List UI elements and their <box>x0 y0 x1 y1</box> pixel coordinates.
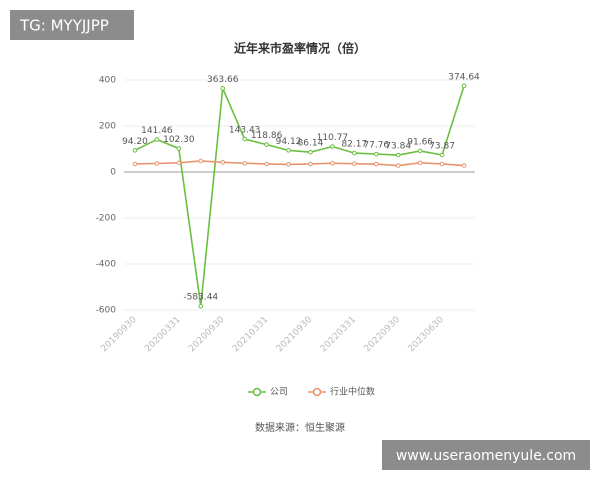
point <box>242 136 247 142</box>
point <box>264 161 269 167</box>
data-label: 374.64 <box>448 72 480 82</box>
data-label: 77.76 <box>363 141 389 151</box>
point <box>132 148 138 153</box>
point <box>417 148 423 154</box>
point <box>461 83 467 89</box>
data-label: 94.12 <box>276 137 302 147</box>
point <box>373 161 379 167</box>
y-tick-label: 400 <box>99 76 116 86</box>
watermark-box <box>382 440 590 470</box>
point <box>286 148 291 153</box>
point <box>308 161 313 167</box>
y-tick-label: 0 <box>110 168 116 178</box>
point <box>286 162 291 167</box>
y-tick-label: -200 <box>96 214 117 224</box>
watermark-box <box>10 10 134 40</box>
point <box>176 146 182 151</box>
x-tick-label: 20230630 <box>407 315 447 355</box>
data-label: 110.77 <box>317 133 349 143</box>
point <box>176 160 182 166</box>
data-label: 102.30 <box>163 135 195 145</box>
point <box>330 144 335 149</box>
x-tick-label: 20200331 <box>143 315 182 354</box>
point <box>154 161 160 166</box>
point <box>220 86 226 91</box>
x-tick-label: 20220331 <box>319 315 358 354</box>
y-tick-label: -400 <box>96 260 117 270</box>
x-tick-label: 20210331 <box>231 315 270 354</box>
point <box>198 303 204 309</box>
point <box>417 160 423 166</box>
x-tick-label: 20220930 <box>363 315 403 355</box>
point <box>242 160 247 166</box>
point <box>373 151 379 157</box>
y-tick-label: 200 <box>99 122 116 132</box>
legend-label: 公司 <box>270 387 288 398</box>
legend-marker <box>312 387 322 397</box>
data-label: 143.43 <box>229 126 261 136</box>
data-label: -583.44 <box>183 293 218 303</box>
legend-marker <box>252 387 262 397</box>
point <box>352 150 357 156</box>
point <box>330 160 335 166</box>
data-label: 363.66 <box>207 75 239 85</box>
watermark: TG: MYYJJPP <box>19 17 109 35</box>
watermark: www.useraomenyule.com <box>396 448 576 464</box>
data-label: 82.17 <box>341 140 367 150</box>
series-line <box>134 85 465 307</box>
x-tick-label: 20210930 <box>275 315 315 355</box>
point <box>352 161 357 167</box>
data-label: 141.46 <box>141 126 173 136</box>
data-label: 86.14 <box>298 139 324 149</box>
data-label: 118.86 <box>251 131 283 141</box>
source: 数据来源：恒生聚源 <box>255 421 345 434</box>
point <box>154 137 160 142</box>
y-tick-label: -600 <box>96 306 117 316</box>
point <box>461 163 467 168</box>
point <box>395 163 401 168</box>
point <box>308 149 313 155</box>
x-tick-label: 20200930 <box>187 315 227 355</box>
data-label: 73.84 <box>385 142 411 152</box>
point <box>439 152 445 158</box>
point <box>439 161 445 167</box>
data-label: 94.20 <box>122 137 148 147</box>
data-label: 91.66 <box>407 137 433 147</box>
chart-title: 近年来市盈率情况（倍） <box>234 41 366 56</box>
point <box>220 160 226 165</box>
point <box>395 152 401 158</box>
series-line <box>134 160 465 167</box>
point <box>132 161 138 167</box>
point <box>264 142 269 147</box>
x-tick-label: 20190930 <box>99 315 139 355</box>
point <box>198 158 204 164</box>
legend-label: 行业中位数 <box>330 386 375 398</box>
data-label: 73.87 <box>429 142 455 152</box>
